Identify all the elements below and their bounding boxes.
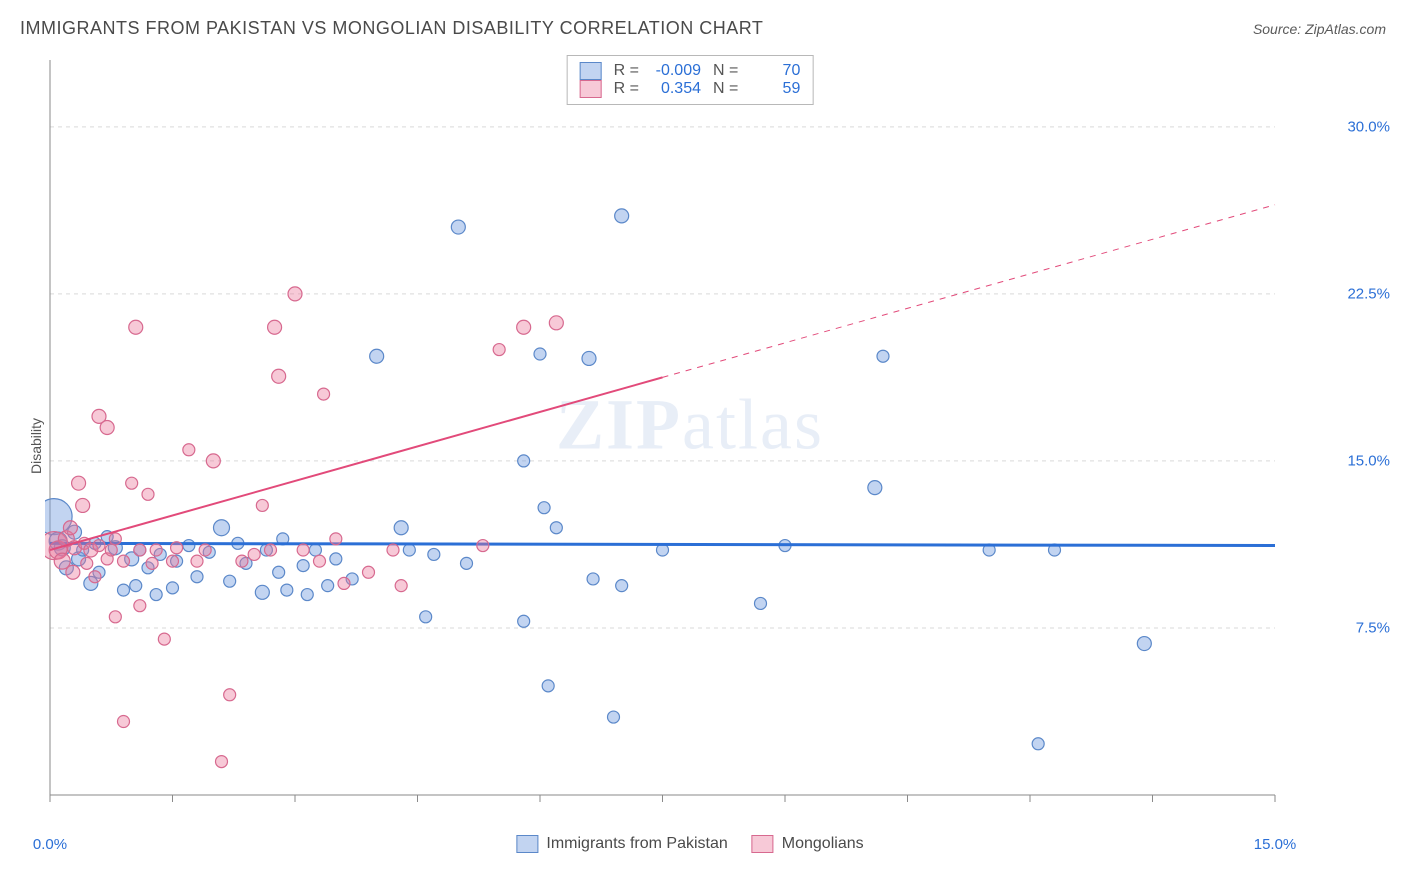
x-tick-label: 0.0% [33,836,67,853]
legend-label-pakistan: Immigrants from Pakistan [546,835,727,853]
y-tick-label: 30.0% [1347,118,1390,135]
r-value-pakistan: -0.009 [647,62,701,80]
r-value-mongolians: 0.354 [647,80,701,98]
swatch-mongolians [580,80,602,98]
legend-item-pakistan: Immigrants from Pakistan [516,835,727,853]
swatch-pakistan [580,62,602,80]
header: IMMIGRANTS FROM PAKISTAN VS MONGOLIAN DI… [20,18,1386,39]
legend-label-mongolians: Mongolians [782,835,864,853]
stats-row-mongolians: R = 0.354 N = 59 [580,80,801,98]
x-tick-label: 15.0% [1254,836,1297,853]
scatter-plot [45,55,1335,825]
stats-legend: R = -0.009 N = 70 R = 0.354 N = 59 [567,55,814,105]
legend-swatch-pakistan [516,835,538,853]
n-label: N = [713,62,738,80]
r-label: R = [614,80,639,98]
n-label: N = [713,80,738,98]
legend-swatch-mongolians [752,835,774,853]
source-attribution: Source: ZipAtlas.com [1253,21,1386,37]
n-value-mongolians: 59 [746,80,800,98]
r-label: R = [614,62,639,80]
chart-area: ZIPatlas R = -0.009 N = 70 R = 0.354 N =… [45,55,1335,825]
series-legend: Immigrants from Pakistan Mongolians [516,835,863,853]
n-value-pakistan: 70 [746,62,800,80]
y-tick-label: 7.5% [1356,619,1390,636]
legend-item-mongolians: Mongolians [752,835,864,853]
y-tick-label: 22.5% [1347,285,1390,302]
y-tick-label: 15.0% [1347,452,1390,469]
chart-title: IMMIGRANTS FROM PAKISTAN VS MONGOLIAN DI… [20,18,763,39]
y-axis-label: Disability [28,418,44,474]
stats-row-pakistan: R = -0.009 N = 70 [580,62,801,80]
